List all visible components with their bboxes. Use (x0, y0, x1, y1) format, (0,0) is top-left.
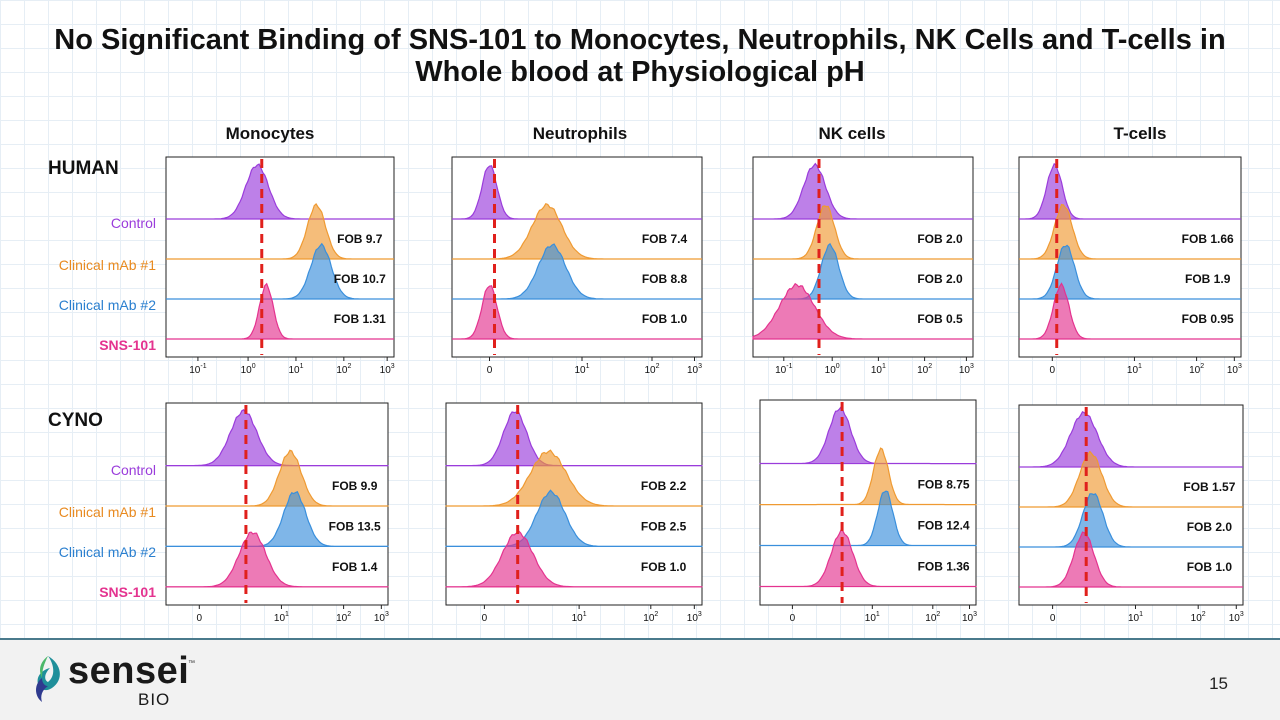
slide-title: No Significant Binding of SNS-101 to Mon… (54, 24, 1226, 88)
fob-label: FOB 1.57 (1183, 480, 1235, 494)
fob-label: FOB 2.2 (641, 479, 687, 493)
x-tick-label: 0 (790, 613, 796, 624)
row-label-sns101-cyno: SNS-101 (99, 584, 156, 600)
fob-label: FOB 0.95 (1182, 312, 1234, 326)
fob-label: FOB 10.7 (334, 272, 386, 286)
x-tick-label: 100 (825, 363, 840, 376)
x-tick-label: 101 (1128, 611, 1143, 624)
sensei-leaf-logo-icon (36, 656, 60, 702)
x-tick-label: 10-1 (775, 363, 792, 376)
x-tick-label: 103 (962, 611, 977, 624)
fob-label: FOB 0.5 (917, 312, 963, 326)
histogram-panel-cyno-neutrophils: FOB 2.2 FOB 2.5 FOB 1.0 0 101 102 103 (445, 402, 703, 624)
x-tick-label: 103 (959, 363, 974, 376)
x-tick-label: 103 (687, 611, 702, 624)
row-label-mab2-human: Clinical mAb #2 (58, 297, 156, 313)
column-title-nk-cells: NK cells (818, 124, 886, 143)
fob-label: FOB 9.9 (332, 479, 378, 493)
x-tick-label: 103 (374, 611, 389, 624)
histogram-panel-cyno-monocytes: FOB 9.9 FOB 13.5 FOB 1.4 0 101 102 103 (165, 402, 389, 624)
histogram-panel-human-nk-cells: FOB 2.0 FOB 2.0 FOB 0.5 10-1 100 101 102 103 (752, 156, 974, 376)
x-tick-label: 101 (871, 363, 886, 376)
fob-label: FOB 1.66 (1182, 232, 1234, 246)
column-title-t-cells: T-cells (1113, 124, 1167, 143)
row-label-mab1-human: Clinical mAb #1 (58, 257, 156, 273)
fob-label: FOB 12.4 (918, 519, 970, 533)
panel-frame (165, 156, 395, 358)
x-tick-label: 101 (1127, 363, 1142, 376)
x-tick-label: 101 (574, 363, 589, 376)
panel-frame (1018, 404, 1244, 606)
fob-label: FOB 2.0 (917, 272, 963, 286)
x-tick-label: 102 (336, 363, 351, 376)
x-tick-label: 103 (1229, 611, 1244, 624)
row-label-control-cyno: Control (110, 462, 156, 478)
x-tick-label: 101 (288, 363, 303, 376)
fob-label: FOB 2.5 (641, 519, 687, 533)
fob-label: FOB 8.75 (918, 478, 970, 492)
fob-label: FOB 2.0 (917, 232, 963, 246)
logo-trademark: ™ (188, 660, 195, 667)
histogram-panel-cyno-nk-cells: FOB 8.75 FOB 12.4 FOB 1.36 0 101 102 103 (759, 399, 977, 624)
x-tick-label: 102 (1189, 363, 1204, 376)
fob-label: FOB 2.0 (1187, 520, 1233, 534)
x-tick-label: 102 (1191, 611, 1206, 624)
fob-label: FOB 1.31 (334, 312, 386, 326)
x-tick-label: 102 (336, 611, 351, 624)
x-tick-label: 101 (274, 611, 289, 624)
x-tick-label: 102 (917, 363, 932, 376)
x-tick-label: 102 (925, 611, 940, 624)
histogram-panel-human-monocytes: FOB 9.7 FOB 10.7 FOB 1.31 10-1 100 101 102 103 (165, 156, 395, 376)
fob-label: FOB 1.0 (641, 560, 687, 574)
species-label-cyno: CYNO (48, 410, 103, 431)
fob-label: FOB 1.36 (918, 560, 970, 574)
x-tick-label: 0 (197, 613, 203, 624)
x-tick-label: 0 (482, 613, 488, 624)
fob-label: FOB 1.9 (1185, 272, 1231, 286)
fob-label: FOB 9.7 (337, 232, 383, 246)
x-tick-label: 102 (644, 363, 659, 376)
x-tick-label: 103 (380, 363, 395, 376)
logo-subtitle: BIO (138, 690, 171, 709)
fob-label: FOB 7.4 (642, 232, 688, 246)
x-tick-label: 103 (687, 363, 702, 376)
fob-label: FOB 1.0 (642, 312, 688, 326)
histogram-panel-human-neutrophils: FOB 7.4 FOB 8.8 FOB 1.0 0 101 102 103 (451, 156, 703, 376)
histogram-panel-human-t-cells: FOB 1.66 FOB 1.9 FOB 0.95 0 101 102 103 (1018, 156, 1242, 376)
row-label-mab1-cyno: Clinical mAb #1 (58, 504, 156, 520)
x-tick-label: 102 (643, 611, 658, 624)
page-number: 15 (1209, 674, 1228, 693)
column-title-neutrophils: Neutrophils (532, 124, 628, 143)
fob-label: FOB 13.5 (329, 519, 381, 533)
footer-divider (0, 638, 1280, 640)
fob-label: FOB 1.4 (332, 560, 378, 574)
row-label-sns101-human: SNS-101 (99, 337, 156, 353)
x-tick-label: 0 (1050, 613, 1056, 624)
x-tick-label: 101 (572, 611, 587, 624)
fob-label: FOB 1.0 (1187, 560, 1233, 574)
x-tick-label: 103 (1227, 363, 1242, 376)
footer (0, 640, 1280, 720)
column-title-monocytes: Monocytes (225, 124, 315, 143)
row-label-mab2-cyno: Clinical mAb #2 (58, 544, 156, 560)
x-tick-label: 0 (1050, 365, 1056, 376)
x-tick-label: 100 (241, 363, 256, 376)
species-label-human: HUMAN (48, 158, 119, 179)
histogram-panel-cyno-t-cells: FOB 1.57 FOB 2.0 FOB 1.0 0 101 102 103 (1018, 404, 1244, 624)
x-tick-label: 10-1 (189, 363, 206, 376)
fob-label: FOB 8.8 (642, 272, 688, 286)
logo-wordmark: sensei (68, 650, 190, 692)
row-label-control-human: Control (110, 215, 156, 231)
x-tick-label: 101 (865, 611, 880, 624)
x-tick-label: 0 (487, 365, 493, 376)
